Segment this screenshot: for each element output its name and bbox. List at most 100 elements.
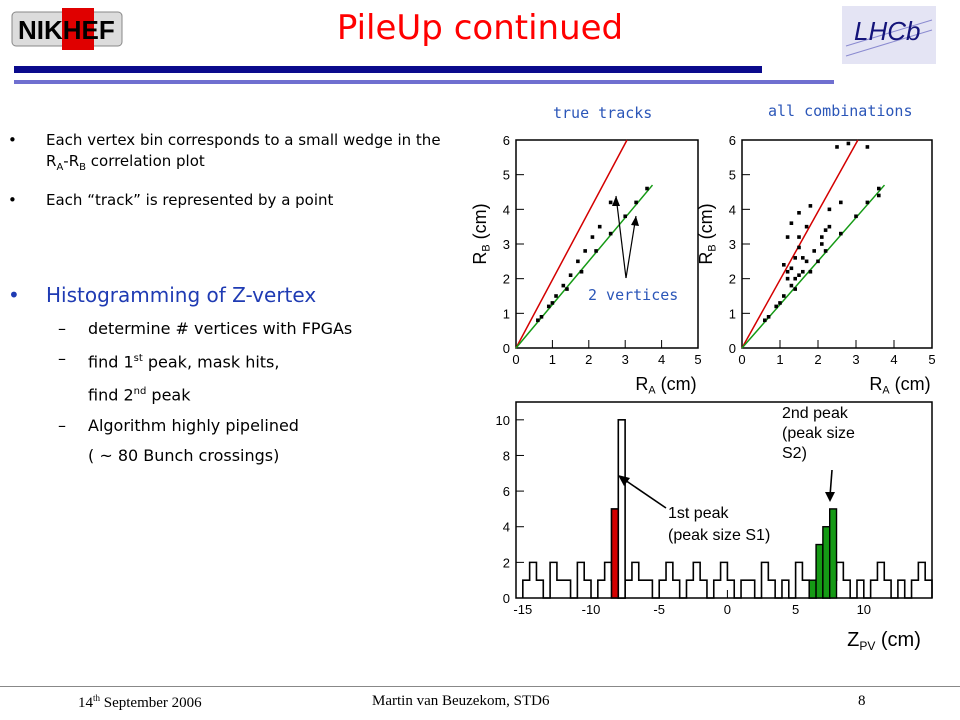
y-tick-label: 4 <box>729 202 736 217</box>
data-point <box>789 266 794 271</box>
data-point <box>579 269 584 274</box>
x-tick-label: -5 <box>653 602 665 617</box>
x-axis-label: RA (cm) <box>869 374 930 397</box>
fit-line <box>515 139 628 349</box>
bullet-list: • Each vertex bin corresponds to a small… <box>8 130 448 223</box>
peak2-arrowhead <box>825 492 835 502</box>
x-tick-label: 2 <box>814 352 821 367</box>
y-tick-label: 4 <box>503 202 510 217</box>
data-point <box>793 287 797 291</box>
data-point <box>801 269 805 274</box>
peak1-bar <box>617 419 626 599</box>
data-point <box>778 301 782 305</box>
data-point <box>774 304 778 309</box>
y-tick-label: 2 <box>729 272 736 287</box>
x-axis-label: ZPV (cm) <box>847 629 921 653</box>
x-tick-label: 3 <box>622 352 629 367</box>
bullet-dot: • <box>8 283 20 307</box>
y-tick-label: 10 <box>496 413 510 428</box>
two-vertices-label: 2 vertices <box>588 286 679 304</box>
x-tick-label: 1 <box>549 352 556 367</box>
y-tick-label: 1 <box>503 306 510 321</box>
true-tracks-label: true tracks <box>553 104 653 122</box>
nikhef-logo: NIKHEF <box>8 4 148 60</box>
data-point <box>797 273 801 277</box>
data-point <box>634 200 638 205</box>
footer-date: 14th September 2006 <box>78 693 202 711</box>
data-point <box>782 263 786 267</box>
sub-bullet-continuation: find 2nd peak <box>88 385 191 405</box>
vertex-arrowhead <box>612 196 620 206</box>
all-combinations-label: all combinations <box>768 102 913 120</box>
scatter-all-combinations: 0 1 2 3 4 5 0 1 2 3 4 5 6 RA (cm) RB (cm) <box>696 133 936 397</box>
data-point <box>546 304 551 309</box>
data-point <box>623 214 627 219</box>
y-tick-label: 3 <box>729 237 736 252</box>
vertex-arrow <box>625 215 637 279</box>
sub-bullet-list: – determine # vertices with FPGAs – find 1… <box>8 314 458 471</box>
x-axis-label: RA (cm) <box>635 374 696 397</box>
data-point <box>763 318 767 323</box>
data-point <box>804 259 809 264</box>
x-tick-label: 0 <box>512 352 519 367</box>
data-point <box>839 200 843 205</box>
y-tick-label: 0 <box>729 341 736 356</box>
y-axis-label: RB (cm) <box>470 203 493 264</box>
data-point <box>827 207 832 212</box>
peak1-annotation: 1st peak (peak size S1) <box>668 505 770 544</box>
y-tick-label: 1 <box>729 306 736 321</box>
data-point <box>782 294 786 298</box>
sub-bullet: – determine # vertices with FPGAs <box>58 319 353 338</box>
peak1-bar <box>610 508 620 599</box>
data-point <box>789 221 794 225</box>
x-tick-label: 2 <box>585 352 592 367</box>
data-point <box>865 200 870 205</box>
data-point <box>766 315 771 319</box>
x-tick-label: 0 <box>724 602 731 617</box>
data-point <box>785 235 790 239</box>
main-bullet-block: • Histogramming of Z-vertex – determine #… <box>8 282 458 471</box>
y-tick-label: 6 <box>503 484 510 499</box>
data-point <box>797 235 801 239</box>
data-point <box>645 186 649 191</box>
data-point <box>597 224 602 229</box>
main-bullet: • Histogramming of Z-vertex <box>8 283 317 307</box>
x-tick-label: 10 <box>857 602 871 617</box>
title-underline-dark <box>14 66 762 73</box>
peak2-bar <box>815 543 824 599</box>
lhcb-logo-text: LHCb <box>854 16 920 46</box>
data-point <box>812 249 816 253</box>
nikhef-logo-text: NIKHEF <box>18 15 115 45</box>
peak2-bar <box>829 508 838 599</box>
data-point <box>550 301 555 305</box>
y-tick-label: 0 <box>503 591 510 606</box>
vertex-arrow <box>615 195 627 279</box>
data-point <box>846 141 851 146</box>
vertex-arrowhead <box>631 216 639 226</box>
sub-bullet: – find 1st peak, mask hits, <box>58 349 280 372</box>
data-point <box>594 249 598 253</box>
zpv-histogram: -15 -10 -5 0 5 10 0 2 4 6 8 10 ZPV (cm) 1st peak (peak… <box>496 401 933 653</box>
y-tick-label: 2 <box>503 555 510 570</box>
data-point <box>785 276 790 281</box>
data-point <box>793 276 797 281</box>
data-point <box>797 245 801 250</box>
data-point <box>576 259 580 264</box>
peak2-annotation: 2nd peak (peak size S2) <box>782 405 855 462</box>
x-tick-label: -15 <box>513 602 532 617</box>
x-tick-label: 3 <box>852 352 859 367</box>
sub-bullet-continuation: ( ~ 80 Bunch crossings) <box>88 445 280 465</box>
lhcb-logo: LHCb <box>842 6 936 64</box>
data-point <box>839 231 843 236</box>
y-tick-label: 5 <box>729 168 736 183</box>
data-point <box>583 249 587 253</box>
peak1-arrowhead <box>618 475 630 486</box>
data-point <box>565 287 569 291</box>
plot-frame <box>515 401 933 599</box>
y-tick-label: 6 <box>729 133 736 148</box>
data-point <box>865 145 870 149</box>
x-tick-label: 1 <box>776 352 783 367</box>
slide-title: PileUp continued <box>336 8 624 48</box>
data-point <box>539 315 544 319</box>
peak2-bar <box>808 579 817 599</box>
